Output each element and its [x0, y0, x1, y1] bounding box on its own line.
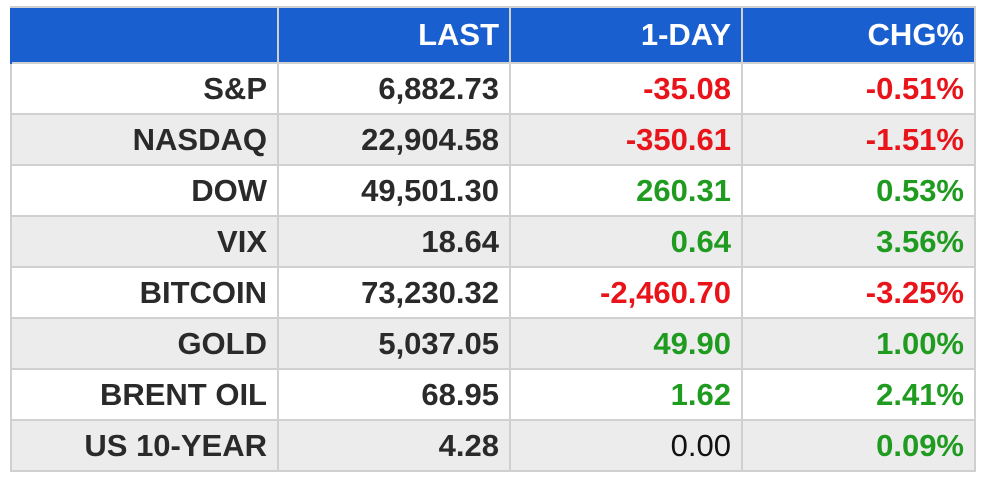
row-name: GOLD [10, 317, 279, 370]
table-row: US 10-YEAR 4.28 0.00 0.09% [10, 419, 976, 472]
table-row: S&P 6,882.73 -35.08 -0.51% [10, 62, 976, 115]
row-last: 49,501.30 [277, 164, 511, 217]
table-row: BRENT OIL 68.95 1.62 2.41% [10, 368, 976, 421]
header-chg-pct: CHG% [741, 6, 976, 63]
table-row: DOW 49,501.30 260.31 0.53% [10, 164, 976, 217]
row-last: 22,904.58 [277, 113, 511, 166]
market-table-container: LAST 1-DAY CHG% S&P 6,882.73 -35.08 -0.5… [10, 6, 976, 486]
row-name: S&P [10, 62, 279, 115]
row-1-day: -2,460.70 [509, 266, 743, 319]
header-row: LAST 1-DAY CHG% [10, 6, 976, 63]
header-1-day: 1-DAY [509, 6, 743, 63]
row-chg-pct: -1.51% [741, 113, 976, 166]
row-1-day: 1.62 [509, 368, 743, 421]
row-chg-pct: -3.25% [741, 266, 976, 319]
row-name: BITCOIN [10, 266, 279, 319]
row-1-day: -35.08 [509, 62, 743, 115]
row-name: DOW [10, 164, 279, 217]
row-1-day: 260.31 [509, 164, 743, 217]
row-1-day: 49.90 [509, 317, 743, 370]
row-last: 73,230.32 [277, 266, 511, 319]
market-table-body: S&P 6,882.73 -35.08 -0.51% NASDAQ 22,904… [10, 62, 976, 472]
row-last: 18.64 [277, 215, 511, 268]
row-chg-pct: 2.41% [741, 368, 976, 421]
row-last: 4.28 [277, 419, 511, 472]
header-last: LAST [277, 6, 511, 63]
table-row: GOLD 5,037.05 49.90 1.00% [10, 317, 976, 370]
table-row: VIX 18.64 0.64 3.56% [10, 215, 976, 268]
row-1-day: -350.61 [509, 113, 743, 166]
row-chg-pct: 0.09% [741, 419, 976, 472]
row-chg-pct: 3.56% [741, 215, 976, 268]
row-chg-pct: 0.53% [741, 164, 976, 217]
row-name: US 10-YEAR [10, 419, 279, 472]
row-chg-pct: 1.00% [741, 317, 976, 370]
row-name: BRENT OIL [10, 368, 279, 421]
table-row: NASDAQ 22,904.58 -350.61 -1.51% [10, 113, 976, 166]
row-chg-pct: -0.51% [741, 62, 976, 115]
header-corner [10, 6, 279, 63]
table-row: BITCOIN 73,230.32 -2,460.70 -3.25% [10, 266, 976, 319]
row-name: VIX [10, 215, 279, 268]
row-1-day: 0.00 [509, 419, 743, 472]
row-1-day: 0.64 [509, 215, 743, 268]
row-last: 5,037.05 [277, 317, 511, 370]
market-table: LAST 1-DAY CHG% S&P 6,882.73 -35.08 -0.5… [10, 6, 976, 472]
row-last: 6,882.73 [277, 62, 511, 115]
row-name: NASDAQ [10, 113, 279, 166]
row-last: 68.95 [277, 368, 511, 421]
